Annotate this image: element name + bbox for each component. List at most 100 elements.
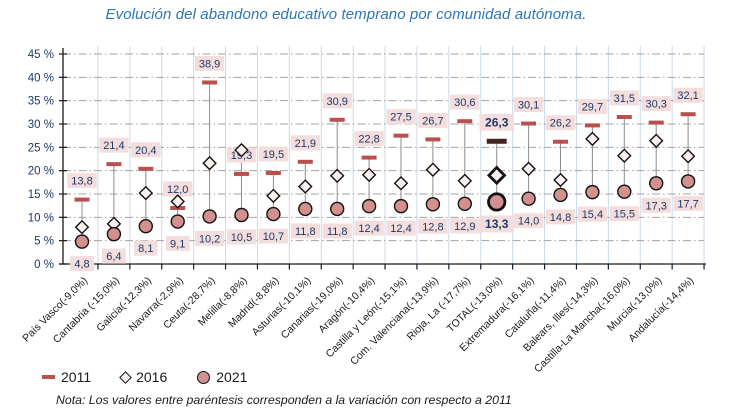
value-label-2021-bg bbox=[418, 218, 448, 234]
marker-2016-diamond bbox=[425, 162, 441, 178]
value-label-2021: 15,5 bbox=[614, 209, 635, 221]
marker-2016-diamond bbox=[393, 175, 409, 191]
legend-label-2016: 2016 bbox=[136, 369, 168, 385]
marker-2016-diamond bbox=[298, 179, 313, 194]
legend-item-2016: 2016 bbox=[119, 369, 168, 385]
y-axis-tick-label: 0 % bbox=[34, 259, 54, 271]
marker-2021-circle bbox=[425, 197, 441, 212]
value-label-2011-bg bbox=[577, 98, 608, 114]
marker-2011-dash bbox=[521, 121, 537, 126]
value-label-2021: 15,4 bbox=[582, 209, 603, 221]
value-label-2011-bg bbox=[479, 113, 514, 131]
y-axis-tick-label: 20 % bbox=[28, 166, 54, 178]
value-label-2021-bg bbox=[641, 197, 671, 213]
value-label-2021: 13,3 bbox=[485, 217, 509, 231]
marker-2011-dash bbox=[265, 170, 281, 175]
value-label-2021: 14,8 bbox=[550, 212, 571, 224]
value-label-2011-bg bbox=[513, 97, 544, 113]
value-label-2011-bg bbox=[194, 55, 225, 71]
marker-2021-circle bbox=[457, 196, 472, 211]
value-label-2011: 21,4 bbox=[103, 140, 124, 152]
value-label-2011-bg bbox=[99, 137, 129, 153]
value-label-2021-bg bbox=[322, 223, 352, 239]
marker-2021-circle bbox=[202, 209, 217, 224]
marker-2016-diamond bbox=[648, 133, 664, 149]
marker-2021-circle bbox=[298, 201, 313, 217]
y-axis-tick-label: 40 % bbox=[28, 72, 54, 84]
footnote: Nota: Los valores entre paréntesis corre… bbox=[56, 393, 512, 407]
value-label-2011: 26,3 bbox=[485, 115, 509, 129]
value-label-2011: 21,9 bbox=[295, 138, 316, 150]
marker-2011-dash bbox=[457, 119, 473, 124]
legend-label-2021: 2021 bbox=[216, 369, 248, 385]
marker-2011-dash bbox=[648, 120, 664, 125]
marker-2016-diamond bbox=[138, 185, 154, 201]
value-label-2021-bg bbox=[450, 218, 480, 234]
value-label-2021: 11,8 bbox=[295, 226, 316, 238]
marker-2011-dash bbox=[202, 80, 218, 85]
marker-2016-diamond bbox=[457, 173, 473, 189]
value-label-2021-bg bbox=[290, 223, 320, 239]
marker-2016-diamond bbox=[74, 219, 90, 235]
legend-label-2011: 2011 bbox=[61, 369, 92, 385]
y-axis-tick-label: 10 % bbox=[28, 212, 54, 224]
category-label: Aragón(-10,4%) bbox=[316, 275, 377, 336]
value-label-2021: 12,4 bbox=[390, 223, 411, 235]
diamond-marker-icon bbox=[119, 370, 132, 384]
marker-2016-diamond bbox=[170, 194, 185, 209]
value-label-2011: 20,4 bbox=[135, 145, 156, 157]
marker-2021-circle bbox=[393, 198, 409, 214]
value-label-2021: 11,8 bbox=[327, 226, 348, 238]
value-label-2021-bg bbox=[133, 240, 158, 256]
marker-2011-dash bbox=[329, 117, 345, 122]
marker-2021-circle bbox=[106, 226, 122, 242]
marker-2021-circle bbox=[266, 206, 281, 222]
value-label-2021-bg bbox=[609, 206, 639, 222]
marker-2011-dash bbox=[680, 112, 696, 117]
marker-2016-diamond bbox=[266, 188, 281, 204]
legend-item-2011: 2011 bbox=[42, 369, 91, 385]
value-label-2011-bg bbox=[641, 96, 671, 112]
marker-2016-diamond bbox=[329, 168, 345, 184]
value-label-2011-bg bbox=[418, 112, 448, 128]
y-axis-tick-label: 25 % bbox=[28, 142, 54, 154]
value-label-2021-bg bbox=[226, 229, 257, 245]
value-label-2021-bg bbox=[354, 220, 384, 236]
value-label-2011: 29,7 bbox=[582, 101, 603, 113]
marker-2021-circle bbox=[680, 174, 696, 189]
marker-2021-circle bbox=[170, 214, 185, 229]
value-label-2021-bg bbox=[386, 220, 416, 236]
marker-2016-diamond bbox=[202, 155, 217, 171]
y-axis-tick-label: 30 % bbox=[28, 119, 54, 131]
marker-2011-dash bbox=[425, 137, 441, 142]
marker-2016-diamond bbox=[680, 148, 696, 164]
value-label-2021: 8,1 bbox=[138, 243, 153, 255]
marker-2021-circle bbox=[649, 176, 664, 191]
marker-2021-circle bbox=[234, 207, 249, 223]
marker-2021-circle bbox=[585, 184, 600, 200]
value-label-2021: 9,1 bbox=[170, 239, 185, 251]
marker-2021-circle bbox=[521, 191, 536, 206]
value-label-2021-bg bbox=[102, 248, 126, 264]
y-axis-tick-label: 35 % bbox=[28, 96, 54, 108]
marker-2011-dash bbox=[553, 139, 568, 144]
marker-2016-diamond bbox=[361, 167, 377, 183]
y-axis-tick-label: 15 % bbox=[28, 189, 54, 201]
marker-2011-dash bbox=[234, 171, 249, 176]
value-label-2021: 10,2 bbox=[199, 233, 220, 245]
value-label-2011: 30,3 bbox=[645, 99, 666, 111]
value-label-2021: 12,9 bbox=[454, 221, 475, 233]
marker-2011-dash bbox=[138, 166, 154, 171]
value-label-2011-bg bbox=[258, 146, 289, 162]
value-label-2021-bg bbox=[479, 215, 514, 233]
marker-2021-circle bbox=[74, 234, 90, 249]
y-axis-tick-label: 5 % bbox=[34, 236, 54, 248]
value-label-2021-bg bbox=[194, 230, 225, 246]
y-axis-tick-label: 45 % bbox=[28, 49, 54, 61]
value-label-2011-bg bbox=[322, 93, 352, 109]
value-label-2011: 31,5 bbox=[614, 93, 635, 105]
circle-marker-icon bbox=[197, 370, 211, 384]
category-label: TOTAL(-13,0%) bbox=[445, 275, 505, 335]
marker-2011-dash bbox=[486, 138, 507, 144]
